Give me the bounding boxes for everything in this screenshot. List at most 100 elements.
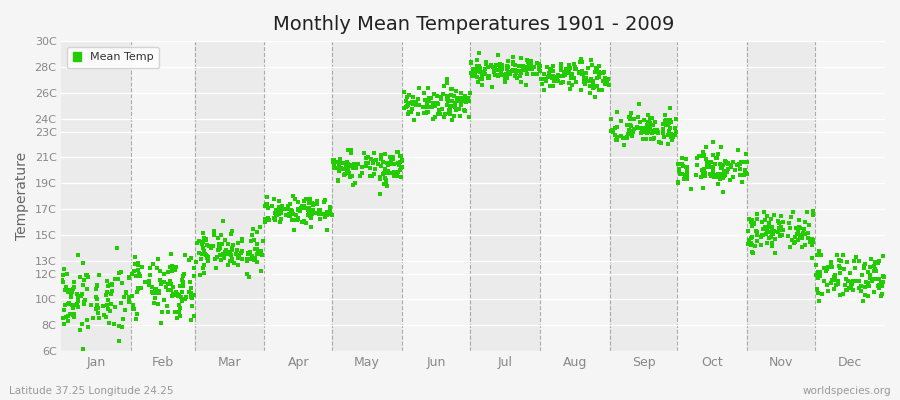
Point — [594, 70, 608, 76]
Point — [173, 283, 187, 289]
Point — [591, 73, 606, 80]
Point — [656, 130, 670, 136]
Point — [583, 76, 598, 82]
Point — [175, 297, 189, 304]
Point — [840, 258, 854, 265]
Point — [742, 240, 756, 247]
Point — [305, 211, 320, 217]
Point — [384, 160, 399, 167]
Point — [184, 254, 199, 261]
Point — [664, 137, 679, 143]
Point — [499, 73, 513, 80]
Point — [149, 264, 164, 271]
Point — [783, 225, 797, 231]
Point — [772, 220, 787, 226]
Bar — [815, 41, 885, 351]
Point — [508, 62, 522, 68]
Point — [836, 290, 850, 297]
Point — [234, 250, 248, 257]
Point — [127, 268, 141, 274]
Point — [161, 308, 176, 315]
Point — [744, 217, 759, 223]
Point — [526, 64, 541, 71]
Point — [356, 164, 370, 171]
Point — [609, 137, 624, 144]
Point — [275, 206, 290, 212]
Point — [368, 166, 382, 172]
Point — [839, 287, 853, 294]
Point — [484, 84, 499, 90]
Point — [163, 264, 177, 270]
Point — [326, 156, 340, 163]
Point — [91, 310, 105, 317]
Point — [311, 211, 326, 218]
Point — [89, 294, 104, 300]
Point — [391, 169, 405, 175]
Point — [119, 289, 133, 295]
Point — [295, 203, 310, 209]
Point — [184, 294, 199, 300]
Point — [711, 181, 725, 188]
Point — [475, 82, 490, 88]
Point — [512, 68, 526, 74]
Point — [161, 281, 176, 288]
Point — [148, 290, 162, 296]
Point — [317, 211, 331, 218]
Point — [320, 226, 334, 233]
Point — [465, 66, 480, 72]
Point — [269, 212, 284, 218]
Point — [745, 242, 760, 248]
Point — [509, 70, 524, 76]
Point — [392, 167, 407, 173]
Point — [260, 194, 274, 200]
Point — [81, 274, 95, 280]
Point — [458, 93, 473, 100]
Point — [292, 215, 306, 221]
Point — [637, 116, 652, 123]
Point — [494, 68, 508, 74]
Point — [491, 52, 505, 58]
Point — [445, 98, 459, 104]
Point — [146, 290, 160, 296]
Point — [505, 66, 519, 73]
Point — [516, 63, 530, 70]
Point — [284, 207, 299, 213]
Point — [875, 280, 889, 286]
Point — [577, 75, 591, 82]
Point — [563, 64, 578, 71]
Point — [403, 99, 418, 106]
Point — [794, 232, 808, 238]
Point — [281, 212, 295, 218]
Point — [718, 159, 733, 165]
Point — [340, 159, 355, 165]
Point — [501, 64, 516, 70]
Point — [436, 91, 451, 98]
Point — [199, 236, 213, 243]
Point — [860, 293, 875, 300]
Bar — [609, 41, 678, 351]
Point — [698, 172, 712, 178]
Bar — [265, 41, 332, 351]
Point — [647, 128, 662, 135]
Point — [193, 271, 207, 278]
Point — [587, 84, 601, 90]
Point — [723, 177, 737, 184]
Point — [115, 279, 130, 286]
Point — [84, 302, 98, 309]
Point — [863, 272, 878, 278]
Point — [71, 294, 86, 300]
Point — [610, 137, 625, 143]
Point — [651, 128, 665, 135]
Point — [447, 112, 462, 119]
Point — [289, 212, 303, 218]
Point — [472, 63, 486, 69]
Point — [128, 254, 142, 260]
Point — [286, 193, 301, 200]
Point — [411, 102, 426, 108]
Point — [394, 165, 409, 171]
Point — [620, 135, 634, 142]
Point — [450, 95, 464, 102]
Point — [755, 232, 770, 238]
Point — [161, 286, 176, 293]
Point — [401, 92, 416, 98]
